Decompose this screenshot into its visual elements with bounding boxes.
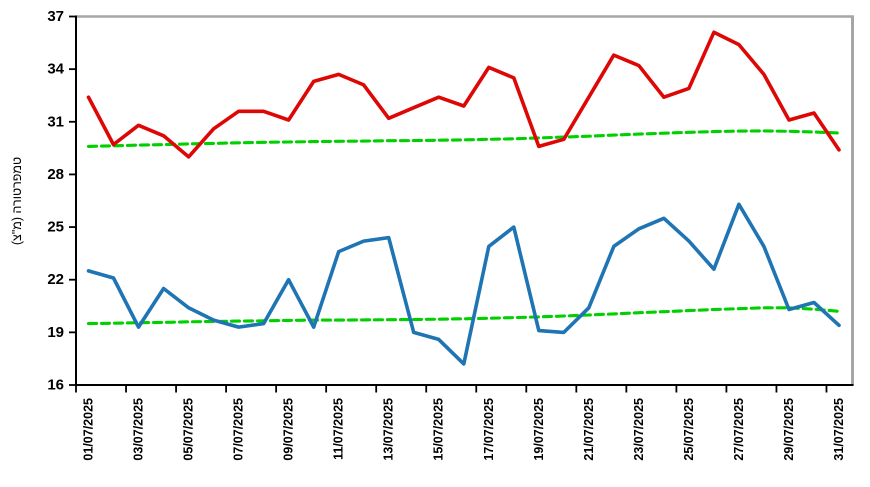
x-tick-label: 27/07/2025 [732, 398, 746, 461]
y-tick-label: 16 [47, 377, 64, 394]
x-tick-label: 23/07/2025 [632, 398, 646, 461]
x-tick-label: 01/07/2025 [82, 398, 96, 461]
x-tick-label: 25/07/2025 [682, 398, 696, 461]
y-axis-title: טמפרטורה (מ"צ) [10, 157, 24, 245]
x-tick-label: 21/07/2025 [582, 398, 596, 461]
y-tick-label: 37 [47, 8, 64, 25]
x-tick-label: 29/07/2025 [782, 398, 796, 461]
y-tick-label: 34 [47, 61, 64, 78]
x-tick-label: 17/07/2025 [482, 398, 496, 461]
daily-min-temp-line [86, 202, 841, 366]
x-tick-label: 19/07/2025 [532, 398, 546, 461]
y-tick-label: 22 [47, 271, 64, 288]
x-tick-label: 07/07/2025 [232, 398, 246, 461]
y-tick-label: 19 [47, 324, 64, 341]
chart-plot-area: 16 19 22 25 28 31 34 37 01/07/2025 03/07/2025 05/0… [47, 8, 854, 461]
daily-max-temp-line [86, 30, 841, 159]
y-tick-label: 28 [47, 166, 64, 183]
avg-max-temp-line [86, 129, 841, 148]
x-tick-label: 09/07/2025 [282, 398, 296, 461]
x-tick-label: 15/07/2025 [432, 398, 446, 461]
y-tick-label: 31 [47, 113, 64, 130]
x-tick-label: 05/07/2025 [182, 398, 196, 461]
x-tick-label: 31/07/2025 [832, 398, 846, 461]
y-tick-label: 25 [47, 219, 64, 236]
x-tick-label: 13/07/2025 [382, 398, 396, 461]
x-tick-label: 03/07/2025 [132, 398, 146, 461]
x-tick-label: 11/07/2025 [332, 398, 346, 460]
